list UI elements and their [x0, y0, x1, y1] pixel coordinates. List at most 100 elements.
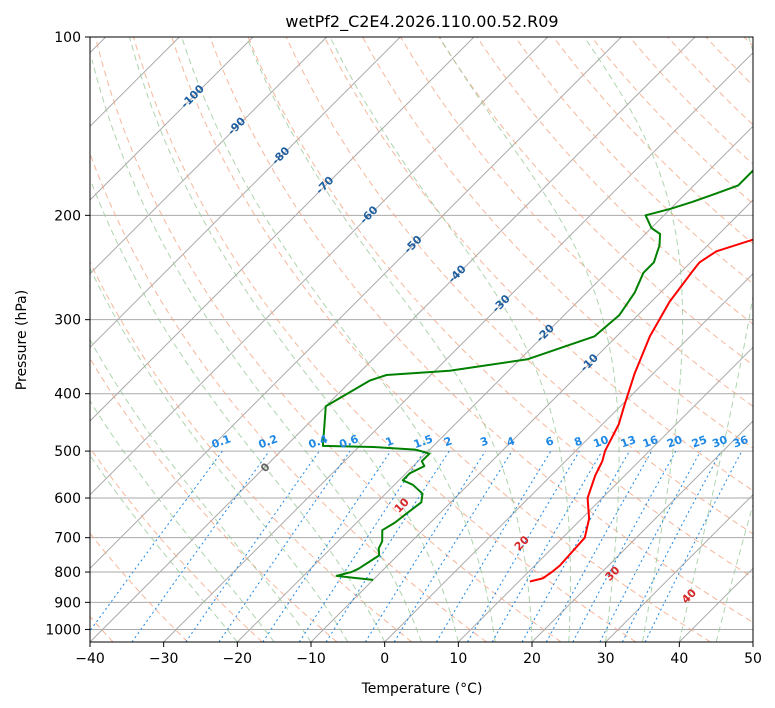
dry-adiabat-line: [743, 37, 753, 47]
moist-adiabat-line: [90, 454, 238, 642]
mixing-ratio-line: [185, 450, 320, 642]
y-tick-label: 700: [54, 531, 81, 547]
isotherm-line: [605, 493, 753, 642]
isotherm-line: [90, 37, 696, 642]
x-tick-label: −20: [223, 651, 253, 667]
mixing-ratio-label: 2: [442, 434, 454, 449]
mixing-ratio-line: [545, 450, 653, 642]
y-tick-label: 900: [54, 595, 81, 611]
moist-adiabat-line: [583, 37, 684, 642]
isotherm-line: [90, 37, 549, 496]
dry-adiabat-line: [514, 37, 753, 285]
mixing-ratio-label: 3: [478, 434, 490, 449]
dry-adiabat-line: [90, 357, 338, 642]
y-tick-label: 800: [54, 565, 81, 581]
moist-adiabat-line: [678, 37, 753, 642]
mixing-ratio-line: [621, 450, 722, 642]
mixing-ratio-label: 6: [544, 434, 556, 449]
mixing-ratio-line: [325, 450, 450, 642]
mixing-ratio-label: 0.2: [257, 432, 280, 451]
dry-adiabat-line: [90, 446, 263, 642]
x-tick-label: −40: [75, 651, 105, 667]
isotherm-label: -10: [578, 351, 601, 374]
y-tick-label: 500: [54, 444, 81, 460]
plot-frame: [89, 36, 754, 643]
mixing-ratio-line: [467, 450, 580, 642]
mixing-ratio-label: 10: [592, 433, 611, 451]
y-tick-label: 200: [54, 208, 81, 224]
isotherm-label: -70: [313, 174, 336, 197]
dry-adiabat-line: [323, 37, 753, 492]
x-tick-label: −30: [149, 651, 179, 667]
sounding-series: [321, 169, 753, 583]
mixing-ratio-label: 16: [641, 433, 660, 451]
x-tick-label: 30: [597, 651, 615, 667]
mixing-ratio-line: [521, 450, 630, 642]
mixing-ratio-label: 36: [731, 433, 750, 451]
skewed-isotherms: [90, 37, 753, 642]
isotherm-line: [90, 37, 254, 201]
moist-adiabat-line: [329, 37, 571, 642]
dry-adiabat-line: [438, 37, 753, 366]
x-tick-label: 20: [523, 651, 541, 667]
chart-title: wetPf2_C2E4.2026.110.00.52.R09: [285, 12, 558, 32]
moist-adiabat-line: [246, 37, 533, 642]
reference-line-labels: -100-90-80-70-60-50-40-30-20-100.1 0.2 0.4…: [178, 82, 750, 606]
mixing-ratio-label: 0.1: [210, 432, 233, 451]
dry-adiabat-line: [476, 37, 753, 325]
mixing-ratio-label: 25: [690, 433, 709, 450]
isotherm-line: [163, 51, 753, 642]
dry-adiabat-line: [95, 37, 562, 642]
dewpoint-line: [321, 169, 753, 581]
mixing-ratio-label: 1.5: [412, 432, 435, 451]
dry-adiabat-line: [591, 37, 753, 205]
mixing-ratio-line: [364, 450, 486, 642]
mixing-ratio-line: [435, 450, 552, 642]
dry-adiabat-line: [667, 37, 753, 126]
isotherm-label: -100: [178, 82, 207, 111]
x-tick-label: −10: [296, 651, 326, 667]
mixing-ratio-line: [90, 450, 223, 632]
mixing-ratio-label: 13: [619, 433, 638, 450]
x-tick-label: 40: [670, 651, 688, 667]
y-axis-title: Pressure (hPa): [14, 290, 30, 390]
moist-adiabat-line: [129, 37, 459, 642]
moist-adiabat-line: [752, 640, 753, 642]
temperature-line: [529, 238, 753, 583]
isotherm-line: [384, 272, 753, 642]
mixing-ratio-line: [131, 450, 270, 642]
mixing-ratio-line: [262, 450, 392, 642]
isotherm-line: [752, 641, 753, 642]
mixing-ratio-label: 30: [710, 433, 729, 451]
mixing-ratio-label: 20: [665, 433, 684, 451]
moist-adiabat-line: [90, 400, 275, 642]
mixing-ratio-lines: [90, 450, 743, 642]
moist-adiabat-line: [715, 502, 753, 642]
isotherm-line: [457, 346, 753, 642]
isotherm-line: [90, 37, 401, 349]
isotherm-line: [90, 37, 622, 570]
y-tick-label: 100: [54, 30, 81, 46]
mixing-ratio-line: [599, 450, 701, 642]
mixing-ratio-line: [218, 450, 351, 642]
x-axis-title: Temperature (°C): [361, 681, 483, 697]
dry-adiabats: [90, 37, 753, 642]
y-tick-label: 600: [54, 491, 81, 507]
isotherm-line: [531, 420, 753, 642]
moist-adiabat-label: 0: [258, 460, 273, 475]
isotherm-line: [236, 125, 753, 642]
moist-adiabats: [90, 37, 753, 642]
dry-adiabat-line: [209, 37, 753, 623]
y-tick-label: 400: [54, 387, 81, 403]
dry-adiabat-line: [247, 37, 753, 579]
mixing-ratio-label: 0.6: [338, 432, 361, 451]
y-axis: 100 200 300 400 500 600 700 800 900 1000: [45, 30, 90, 638]
mixing-ratio-line: [393, 450, 513, 642]
x-tick-label: 0: [380, 651, 389, 667]
mixing-ratio-line: [572, 450, 677, 642]
moist-adiabat-label: 40: [679, 586, 699, 606]
moist-adiabat-label: 30: [603, 563, 623, 583]
dry-adiabat-line: [133, 37, 637, 642]
pressure-gridlines: [90, 37, 753, 630]
